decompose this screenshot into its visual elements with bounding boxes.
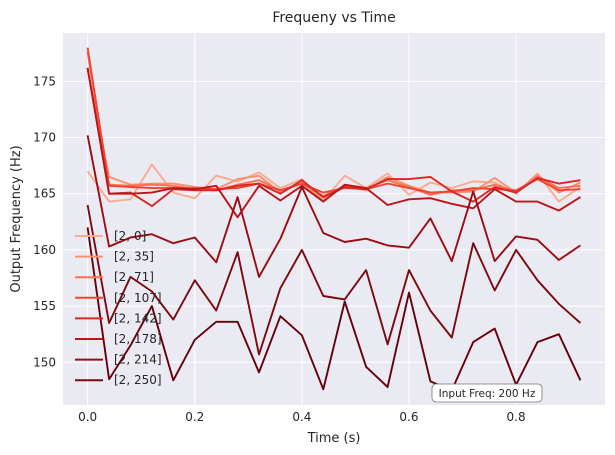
legend-label: [2, 250]: [114, 373, 162, 387]
series-lines: [86, 47, 582, 392]
y-axis-ticks: 150 155 160 165 170 175: [33, 74, 56, 369]
legend-label: [2, 142]: [114, 311, 162, 325]
y-tick-label: 155: [33, 299, 56, 313]
series-line-9: [86, 227, 582, 392]
series-line-6: [86, 67, 581, 219]
x-tick-label: 0.0: [78, 410, 97, 424]
annotation-text: Input Freq: 200 Hz: [439, 388, 536, 400]
legend: [2, 0] [2, 35] [2, 71] [2, 107] [2, 142] [2, …: [75, 229, 162, 387]
y-tick-label: 150: [33, 355, 56, 369]
chart-title: Frequeny vs Time: [272, 10, 395, 26]
legend-label: [2, 214]: [114, 353, 162, 367]
legend-label: [2, 107]: [114, 291, 162, 305]
y-tick-label: 170: [33, 131, 56, 145]
legend-label: [2, 178]: [114, 332, 162, 346]
x-axis-label: Time (s): [307, 431, 361, 446]
x-tick-label: 0.6: [399, 410, 418, 424]
legend-label: [2, 0]: [114, 229, 146, 243]
y-tick-label: 165: [33, 187, 56, 201]
x-tick-label: 0.4: [292, 410, 311, 424]
y-tick-label: 175: [33, 74, 56, 88]
input-freq-annotation: Input Freq: 200 Hz: [431, 383, 543, 403]
series-line-7: [86, 135, 581, 278]
y-axis-label: Output Frequency (Hz): [9, 145, 24, 292]
annotation-box: [431, 383, 543, 403]
x-axis-ticks: 0.0 0.2 0.4 0.6 0.8: [78, 410, 526, 424]
x-tick-label: 0.2: [185, 410, 204, 424]
legend-label: [2, 71]: [114, 270, 154, 284]
x-tick-label: 0.8: [507, 410, 526, 424]
series-line-8: [86, 204, 582, 356]
legend-label: [2, 35]: [114, 250, 154, 264]
y-tick-label: 160: [33, 243, 56, 257]
